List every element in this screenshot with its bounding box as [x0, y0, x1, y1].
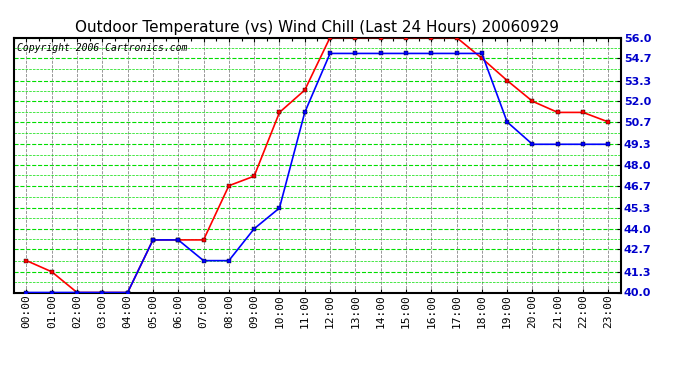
Title: Outdoor Temperature (vs) Wind Chill (Last 24 Hours) 20060929: Outdoor Temperature (vs) Wind Chill (Las… [75, 20, 560, 35]
Text: Copyright 2006 Cartronics.com: Copyright 2006 Cartronics.com [17, 43, 187, 52]
